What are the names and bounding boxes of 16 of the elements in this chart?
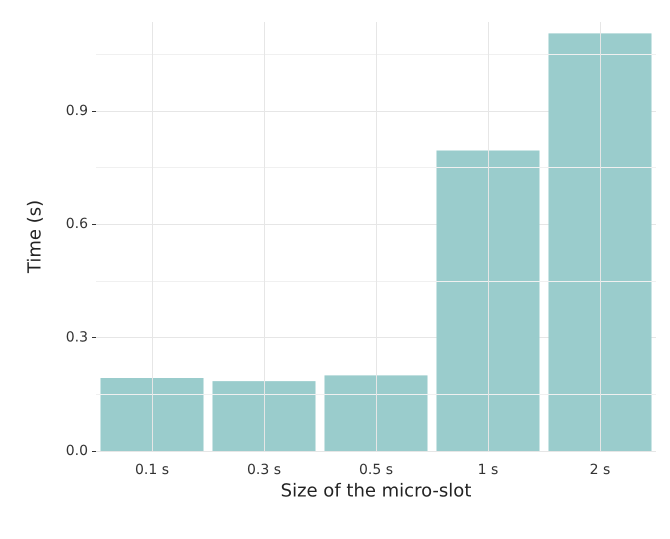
y-tick-label: 0.6 <box>66 216 88 232</box>
x-tick-label: 2 s <box>590 462 610 478</box>
x-tick-label: 0.5 s <box>358 462 394 478</box>
y-tick-label: 0.0 <box>66 443 88 459</box>
x-tick-label: 0.1 s <box>134 462 170 478</box>
bar <box>436 150 540 451</box>
bar <box>548 33 652 451</box>
y-axis-title: Time (s) <box>24 200 46 274</box>
bar <box>324 375 428 451</box>
x-tick-label: 1 s <box>478 462 498 478</box>
x-axis-title: Size of the micro-slot <box>280 480 472 502</box>
bar <box>100 378 204 451</box>
bar <box>212 381 316 451</box>
y-tick-label: 0.3 <box>66 330 88 346</box>
x-tick-label: 0.3 s <box>246 462 282 478</box>
y-tick-label: 0.9 <box>66 102 88 119</box>
